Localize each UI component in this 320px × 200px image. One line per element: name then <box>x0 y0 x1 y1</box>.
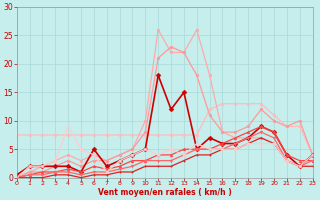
X-axis label: Vent moyen/en rafales ( km/h ): Vent moyen/en rafales ( km/h ) <box>98 188 231 197</box>
